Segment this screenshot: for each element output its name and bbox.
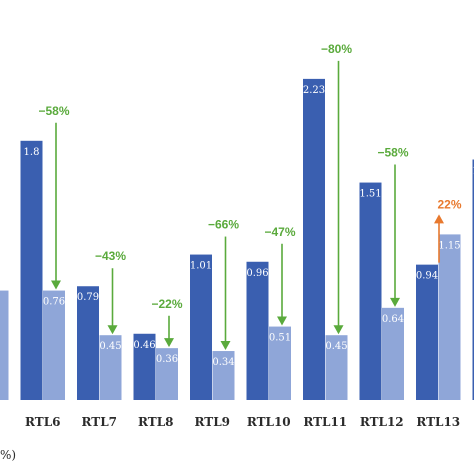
- category-label: RTL13: [416, 415, 460, 429]
- category-label: RTL11: [303, 415, 347, 429]
- bar-after: [325, 335, 348, 400]
- bar-before: [190, 254, 212, 400]
- bar-before: [416, 264, 438, 400]
- value-label-before: 1.01: [190, 261, 212, 272]
- value-label-before: 0.46: [133, 340, 155, 351]
- change-arrow-head: [51, 280, 61, 290]
- percent-change-label: −43%: [95, 249, 126, 263]
- percent-change-label: −80%: [321, 42, 352, 56]
- category-label: RTL6: [25, 415, 60, 429]
- percent-change-label: −58%: [38, 104, 69, 118]
- value-label-after: 0.51: [269, 333, 291, 344]
- bar-before: [472, 159, 474, 400]
- category-label: RTL10: [247, 415, 291, 429]
- bar-after: [156, 348, 178, 400]
- value-label-before: 1.8: [24, 147, 40, 158]
- percent-change-label: −47%: [264, 225, 295, 239]
- change-arrow-head: [390, 297, 400, 307]
- value-label-after: 0.36: [156, 354, 178, 365]
- axis-footnote: %): [0, 448, 17, 462]
- bar-after: [0, 290, 9, 400]
- bar-before: [20, 140, 43, 401]
- bar-after: [269, 326, 291, 400]
- bar-after: [212, 351, 235, 400]
- bar-before: [359, 182, 382, 400]
- value-label-after: 0.45: [325, 341, 347, 352]
- category-label: RTL9: [195, 415, 230, 429]
- bar-after: [43, 290, 65, 400]
- bar-after: [382, 307, 404, 400]
- value-label-before: 0.96: [246, 268, 268, 279]
- change-arrow-head: [277, 316, 287, 326]
- bar-after: [99, 335, 122, 400]
- bar-before: [246, 261, 269, 400]
- change-arrow-head: [333, 325, 344, 335]
- bar-after: [438, 234, 461, 400]
- percent-change-label: −22%: [151, 297, 182, 311]
- value-label-before: 0.79: [77, 292, 99, 303]
- change-arrow-head: [220, 341, 231, 351]
- bar-before: [303, 78, 325, 400]
- value-label-before: 2.23: [303, 85, 325, 96]
- bar-before: [133, 333, 156, 400]
- value-label-before: 1.67: [472, 166, 474, 177]
- change-arrow-head: [434, 214, 444, 224]
- change-arrow-head: [107, 325, 118, 335]
- value-label-after: 0.64: [382, 314, 404, 325]
- change-arrow-head: [164, 338, 174, 348]
- value-label-after: 1.15: [438, 240, 460, 251]
- value-label-before: 1.51: [359, 189, 381, 200]
- value-label-after: 0.34: [212, 357, 234, 368]
- value-label-before: 0.94: [416, 271, 438, 282]
- value-label-after: 0.45: [99, 341, 121, 352]
- bar-before: [77, 286, 99, 400]
- percent-change-label: 22%: [437, 197, 461, 211]
- category-label: RTL12: [360, 415, 404, 429]
- percent-change-label: −66%: [208, 218, 239, 232]
- percent-change-label: −58%: [377, 146, 408, 160]
- category-label: RTL8: [138, 415, 173, 429]
- value-label-after: 0.76: [43, 297, 65, 308]
- category-label: RTL7: [82, 415, 117, 429]
